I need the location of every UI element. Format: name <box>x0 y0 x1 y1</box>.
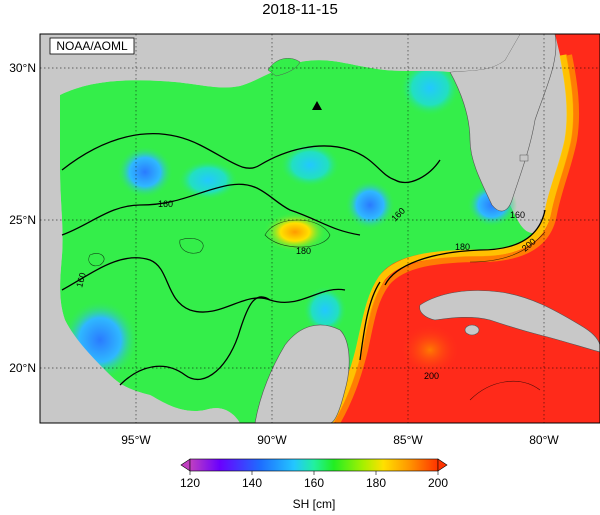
low-area-northeast <box>400 60 460 116</box>
contour-lines <box>61 133 546 386</box>
colorbar-tick: 120 <box>180 476 200 490</box>
colorbar-high-arrow <box>437 458 448 472</box>
isle-of-youth-land <box>464 324 480 336</box>
low-eddy-northwest <box>117 146 173 198</box>
low-area-yucatan <box>303 286 347 334</box>
lat-label: 20°N <box>9 361 36 375</box>
mississippi-delta <box>267 58 301 77</box>
colorbar-label: SH [cm] <box>293 497 336 511</box>
colorbar-ramp <box>189 458 439 472</box>
minor-contour-lines <box>88 219 546 401</box>
low-area-central <box>280 143 340 187</box>
contour-label: 160 <box>510 210 525 220</box>
yucatan-land <box>254 324 350 423</box>
colorbar-low-arrow <box>180 458 191 472</box>
lon-label: 85°W <box>393 433 423 447</box>
credit-box <box>49 37 135 55</box>
colorbar: 120 140 160 180 200 SH [cm] <box>180 458 448 511</box>
lon-label: 90°W <box>257 433 287 447</box>
lat-label: 25°N <box>9 213 36 227</box>
low-area-central-west <box>178 160 238 200</box>
florida-land <box>449 34 557 212</box>
credit-label: NOAA/AOML <box>56 39 128 53</box>
low-eddy-east <box>345 180 395 230</box>
contour-label: 160 <box>74 271 88 288</box>
bahamas-land <box>519 154 529 162</box>
contour-label: 180 <box>455 242 470 252</box>
loop-current-edge <box>326 54 574 423</box>
map-frame <box>39 33 600 424</box>
map-title: 2018-11-15 <box>262 1 338 18</box>
colorbar-tick: 160 <box>304 476 324 490</box>
colorbar-tick: 140 <box>242 476 262 490</box>
loop-current-edge-inner <box>334 54 580 423</box>
triangle-marker-icon <box>312 101 322 110</box>
colorbar-tick: 180 <box>366 476 386 490</box>
contour-label: 180 <box>296 246 311 256</box>
lat-label: 30°N <box>9 61 36 75</box>
contour-label: 160 <box>158 199 173 209</box>
lon-label: 80°W <box>529 433 559 447</box>
contour-label: 200 <box>424 371 439 381</box>
warm-area-caribbean <box>400 324 460 376</box>
warm-eddy <box>263 212 327 252</box>
cuba-land <box>419 290 600 353</box>
gridlines <box>40 34 600 423</box>
map-field: 160 160 160 180 160 180 200 200 <box>40 34 600 423</box>
colorbar-tick: 200 <box>428 476 448 490</box>
lon-label: 95°W <box>121 433 151 447</box>
mexico-land <box>40 95 240 423</box>
